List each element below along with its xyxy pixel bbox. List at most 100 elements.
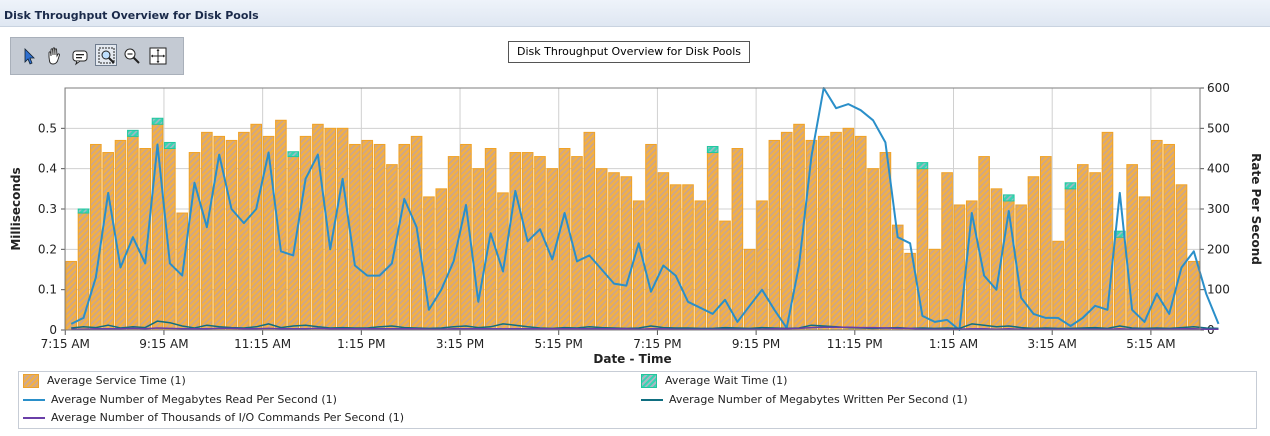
line-swatch-icon	[23, 417, 45, 419]
service-time-bar	[620, 176, 633, 331]
annotate-tool-icon[interactable]	[69, 45, 91, 67]
legend-item-wait-time[interactable]: Average Wait Time (1)	[641, 373, 787, 389]
chart-legend: Average Service Time (1) Average Wait Ti…	[18, 371, 1257, 429]
wait-time-bar	[916, 162, 929, 170]
x-tick-label: 11:15 PM	[827, 337, 883, 351]
service-time-bar	[77, 212, 90, 331]
legend-item-mb-written[interactable]: Average Number of Megabytes Written Per …	[641, 392, 968, 408]
service-time-bar	[1064, 188, 1077, 331]
chart-toolbar	[10, 37, 184, 75]
wait-time-bar	[287, 151, 300, 158]
service-time-bar	[151, 123, 164, 331]
service-time-bar	[299, 135, 312, 331]
y-tick-label: 0	[49, 323, 57, 337]
service-time-bar	[583, 131, 596, 331]
service-time-bar	[1076, 164, 1089, 331]
service-time-bar	[953, 204, 966, 331]
service-time-bar	[65, 260, 77, 331]
service-time-bar	[373, 143, 386, 331]
legend-item-io-commands[interactable]: Average Number of Thousands of I/O Comma…	[23, 410, 404, 426]
service-time-bar	[768, 139, 781, 331]
service-time-bar	[102, 152, 114, 331]
window-title: Disk Throughput Overview for Disk Pools	[4, 9, 259, 22]
service-time-bar	[1138, 196, 1151, 331]
service-time-bar	[1101, 131, 1114, 331]
y2-tick-label: 0	[1207, 323, 1215, 337]
y2-tick-label: 500	[1207, 121, 1230, 135]
pan-hand-icon[interactable]	[43, 45, 65, 67]
bar-swatch-icon	[23, 374, 39, 388]
y-tick-label: 0.3	[38, 202, 57, 216]
service-time-bar	[990, 188, 1003, 331]
service-time-bar	[336, 127, 349, 331]
x-axis-title: Date - Time	[593, 352, 671, 366]
service-time-bar	[817, 135, 830, 331]
legend-label: Average Service Time (1)	[47, 374, 186, 387]
zoom-out-icon[interactable]	[121, 45, 143, 67]
service-time-bar	[867, 168, 879, 331]
y2-tick-label: 200	[1207, 242, 1230, 256]
service-time-bar	[1027, 176, 1040, 331]
x-tick-label: 1:15 PM	[337, 337, 385, 351]
legend-item-mb-read[interactable]: Average Number of Megabytes Read Per Sec…	[23, 392, 337, 408]
service-time-bar	[854, 135, 867, 331]
service-time-bar	[1002, 200, 1015, 331]
x-tick-label: 3:15 PM	[436, 337, 484, 351]
wait-time-bar	[151, 117, 164, 125]
service-time-bar	[805, 139, 818, 331]
service-time-bar	[1175, 184, 1188, 331]
service-time-bar	[287, 156, 300, 331]
x-tick-label: 9:15 PM	[732, 337, 780, 351]
service-time-bar	[90, 143, 102, 331]
x-tick-label: 7:15 AM	[41, 337, 90, 351]
legend-item-service-time[interactable]: Average Service Time (1)	[23, 373, 186, 389]
service-time-bar	[114, 139, 127, 331]
x-tick-label: 5:15 AM	[1126, 337, 1175, 351]
service-time-bar	[139, 148, 151, 331]
service-time-bar	[780, 131, 793, 331]
line-swatch-icon	[641, 399, 663, 401]
x-tick-label: 7:15 PM	[633, 337, 681, 351]
x-tick-label: 3:15 AM	[1028, 337, 1077, 351]
service-time-bar	[534, 156, 546, 331]
y-tick-label: 0.4	[38, 162, 57, 176]
select-tool-icon[interactable]	[17, 45, 39, 67]
service-time-bar	[608, 172, 620, 331]
y2-tick-label: 300	[1207, 202, 1230, 216]
chart-title-tooltip: Disk Throughput Overview for Disk Pools	[508, 41, 751, 63]
window-titlebar: Disk Throughput Overview for Disk Pools	[0, 0, 1270, 27]
service-time-bar	[632, 200, 645, 331]
wait-time-bar	[1002, 194, 1015, 202]
service-time-bar	[1188, 260, 1200, 331]
bar-swatch-icon	[641, 374, 657, 388]
wait-time-bar	[706, 145, 719, 154]
throughput-chart[interactable]: 7:15 AM 9:15 AM 11:15 AM 1:15 PM 3:15 PM 5:15…	[0, 80, 1270, 370]
x-tick-label: 9:15 AM	[139, 337, 188, 351]
service-time-bar	[225, 139, 238, 331]
y-tick-label: 0.5	[38, 121, 57, 135]
service-time-bar	[669, 184, 682, 331]
y-axis-title: Milliseconds	[9, 167, 23, 250]
service-time-bar	[731, 148, 744, 331]
legend-label: Average Number of Megabytes Read Per Sec…	[51, 393, 337, 406]
legend-label: Average Wait Time (1)	[665, 374, 788, 387]
crosshair-icon[interactable]	[147, 45, 169, 67]
service-time-bar	[645, 143, 657, 331]
legend-label: Average Number of Megabytes Written Per …	[669, 393, 968, 406]
service-time-bar	[435, 188, 448, 331]
y-tick-label: 0.2	[38, 242, 57, 256]
service-time-bar	[842, 127, 855, 331]
service-time-bar	[879, 152, 892, 331]
zoom-box-icon[interactable]	[95, 44, 117, 66]
plot-border	[64, 87, 1201, 331]
service-time-bar	[743, 248, 756, 331]
service-time-bar	[238, 131, 250, 331]
x-tick-label: 1:15 AM	[929, 337, 978, 351]
service-time-bar	[361, 139, 374, 331]
service-time-bar	[657, 172, 670, 331]
service-time-bar	[682, 184, 694, 331]
y2-axis-title: Rate Per Second	[1249, 153, 1263, 265]
service-time-bar	[719, 220, 731, 331]
mb-read-line	[70, 87, 1220, 331]
service-time-bar	[756, 200, 768, 331]
